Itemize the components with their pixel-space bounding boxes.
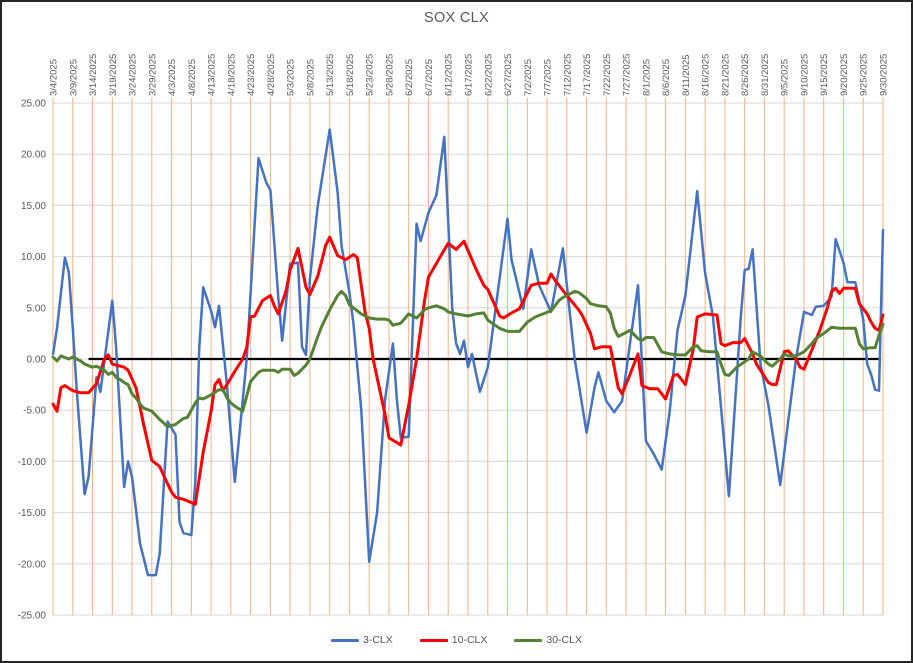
x-axis-label: 9/25/2025 <box>859 54 870 96</box>
series-line-3-CLX <box>51 128 885 577</box>
x-axis-label: 5/23/2025 <box>365 54 376 96</box>
x-axis-label: 6/7/2025 <box>424 59 435 96</box>
x-axis-label: 9/10/2025 <box>800 54 811 96</box>
series-line-30-CLX <box>51 289 885 429</box>
x-axis-label: 3/24/2025 <box>128 54 139 96</box>
legend-swatch-30clx-line-icon <box>514 638 543 642</box>
x-axis-labels: 3/4/2025 3/9/2025 3/14/2025 3/19/2025 3/24/2… <box>49 54 890 96</box>
x-axis-label: 3/19/2025 <box>108 54 119 96</box>
x-axis-label: 4/18/2025 <box>226 54 237 96</box>
x-axis-label: 6/17/2025 <box>464 54 475 96</box>
x-axis-label: 8/11/2025 <box>681 54 692 96</box>
x-axis-label: 3/9/2025 <box>68 59 79 96</box>
x-axis-label: 9/15/2025 <box>819 54 830 96</box>
y-axis-label: -25.00 <box>18 611 47 622</box>
x-axis-label: 7/27/2025 <box>622 54 633 96</box>
x-axis-label: 6/22/2025 <box>483 54 494 96</box>
y-axis-label: 20.00 <box>21 150 46 161</box>
x-axis-label: 5/18/2025 <box>345 54 356 96</box>
x-axis-label: 5/8/2025 <box>305 59 316 96</box>
x-axis-label: 4/3/2025 <box>167 59 178 96</box>
x-axis-label: 8/21/2025 <box>720 54 731 96</box>
x-axis-label: 6/2/2025 <box>404 59 415 96</box>
y-axis-label: 25.00 <box>21 99 46 110</box>
legend: 3-CLX 10-CLX 30-CLX <box>2 634 911 646</box>
legend-item-30clx: 30-CLX <box>514 634 582 646</box>
x-axis-label: 9/20/2025 <box>839 54 850 96</box>
y-axis-labels: 25.00 20.00 15.00 10.00 5.00 0.00 -5.00 -10.00 -… <box>18 99 47 622</box>
x-axis-label: 7/12/2025 <box>562 54 573 96</box>
x-axis-label: 9/5/2025 <box>780 59 791 96</box>
x-axis-label: 4/23/2025 <box>246 54 257 96</box>
y-axis-label: 5.00 <box>27 303 47 314</box>
series-path-30-CLX <box>51 289 885 429</box>
x-axis-label: 4/13/2025 <box>207 54 218 96</box>
y-axis-label: -5.00 <box>23 406 46 417</box>
x-axis-label: 8/1/2025 <box>641 59 652 96</box>
x-axis-label: 4/28/2025 <box>266 54 277 96</box>
legend-item-3clx: 3-CLX <box>331 634 393 646</box>
x-axis-label: 5/3/2025 <box>286 59 297 96</box>
x-axis-label: 7/22/2025 <box>602 54 613 96</box>
legend-label-10clx: 10-CLX <box>451 634 488 646</box>
series-path-3-CLX <box>51 128 885 577</box>
x-axis-label: 4/8/2025 <box>187 59 198 96</box>
chart-title: SOX CLX <box>424 10 489 26</box>
x-axis-label: 5/13/2025 <box>325 54 336 96</box>
legend-item-10clx: 10-CLX <box>419 634 488 646</box>
x-axis-label: 7/2/2025 <box>523 59 534 96</box>
y-axis-label: 10.00 <box>21 252 46 263</box>
x-axis-label: 6/27/2025 <box>503 54 514 96</box>
x-axis-label: 9/30/2025 <box>879 54 890 96</box>
x-axis-label: 8/26/2025 <box>740 54 751 96</box>
x-axis-label: 3/4/2025 <box>49 59 60 96</box>
y-axis-label: -10.00 <box>18 457 47 468</box>
y-axis-label: 0.00 <box>27 355 47 366</box>
x-axis-label: 7/17/2025 <box>582 54 593 96</box>
y-axis-label: -15.00 <box>18 508 47 519</box>
x-axis-label: 3/29/2025 <box>147 54 158 96</box>
y-axis-label: 15.00 <box>21 201 46 212</box>
series-path-10-CLX <box>51 235 885 506</box>
x-axis-label: 8/31/2025 <box>760 54 771 96</box>
y-axis-label: -20.00 <box>18 559 47 570</box>
x-axis-label: 8/6/2025 <box>661 59 672 96</box>
series-line-10-CLX <box>51 235 885 506</box>
x-axis-label: 7/7/2025 <box>543 59 554 96</box>
legend-swatch-10clx-line-icon <box>419 638 448 642</box>
x-axis-label: 3/14/2025 <box>88 54 99 96</box>
x-axis-label: 8/16/2025 <box>701 54 712 96</box>
legend-swatch-3clx-line-icon <box>331 638 359 642</box>
legend-label-30clx: 30-CLX <box>546 634 582 646</box>
x-axis-label: 6/12/2025 <box>444 54 455 96</box>
legend-label-3clx: 3-CLX <box>363 634 393 646</box>
x-axis-label: 5/28/2025 <box>385 54 396 96</box>
